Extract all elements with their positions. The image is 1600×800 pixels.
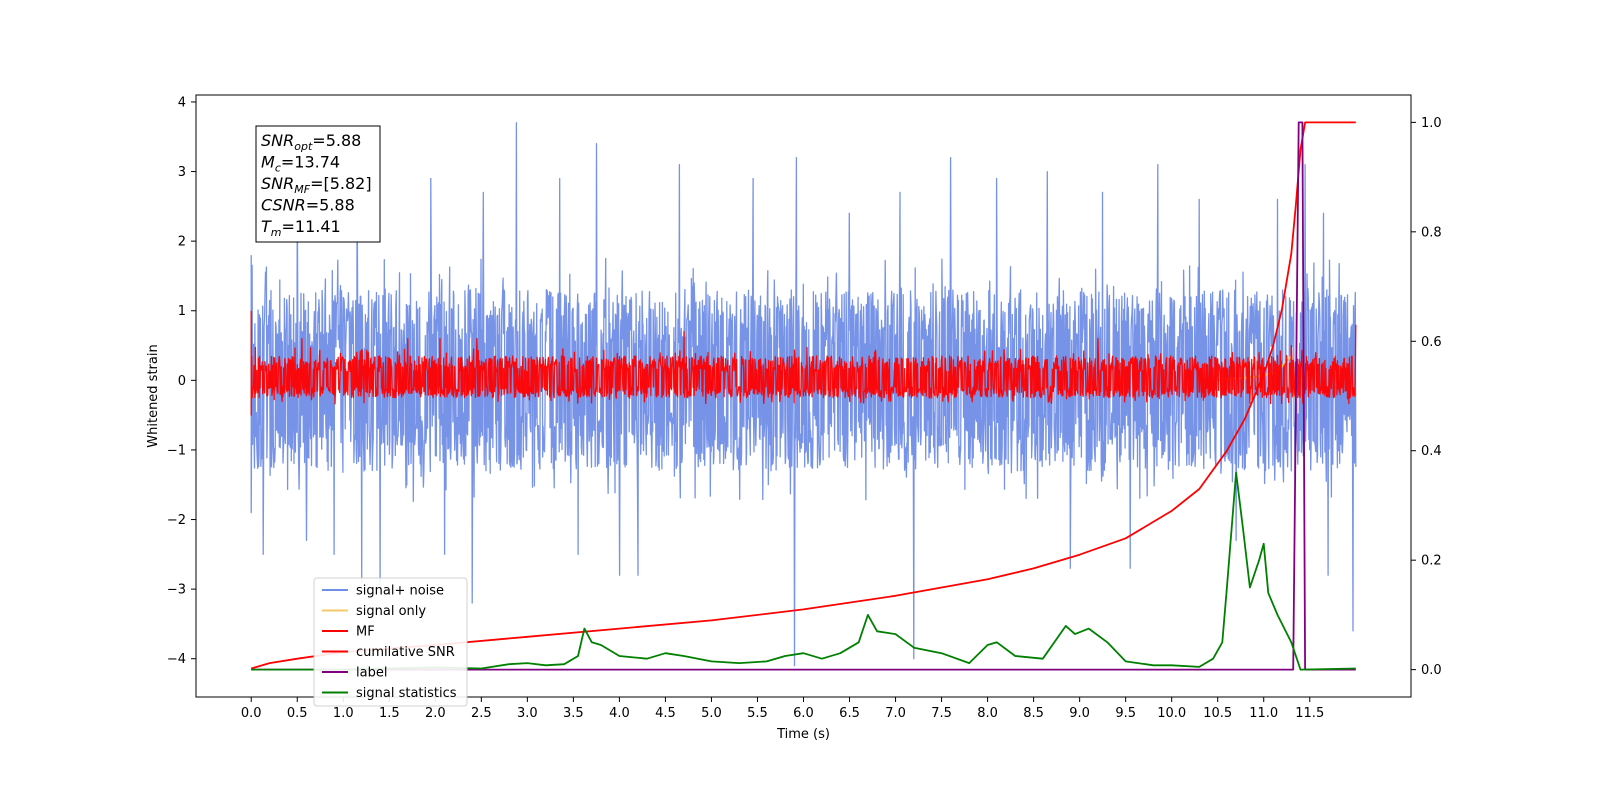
x-tick-label: 10.0 [1157,706,1186,721]
y-tick-label: −1 [167,443,186,458]
legend-label: signal only [356,604,426,619]
legend-label: cumilative SNR [356,645,455,660]
series-signal-noise [250,122,1357,667]
y-right-tick-label: 0.0 [1421,663,1442,678]
x-tick-label: 3.5 [563,706,584,721]
annotation-line: SNRopt=5.88 [261,131,361,153]
x-tick-label: 9.0 [1069,706,1090,721]
y-right-tick-label: 1.0 [1421,116,1442,131]
y-right-tick-label: 0.6 [1421,335,1442,350]
y-tick-label: 1 [178,304,186,319]
legend-item-cumilative-snr: cumilative SNR [322,645,455,660]
x-tick-label: 4.0 [609,706,630,721]
x-tick-label: 4.5 [655,706,676,721]
y-tick-label: 2 [178,235,186,250]
annotation-line: Tm=11.41 [261,217,341,239]
x-tick-label: 7.5 [931,706,952,721]
x-tick-label: 7.0 [885,706,906,721]
x-tick-label: 9.5 [1115,706,1136,721]
legend-item-signal-noise: signal+ noise [322,584,444,599]
x-tick-label: 6.0 [793,706,814,721]
x-tick-label: 11.0 [1249,706,1278,721]
legend-item-label: label [322,666,387,681]
x-tick-label: 10.5 [1203,706,1232,721]
annotation-line: CSNR=5.88 [261,196,355,215]
legend-item-signal-only: signal only [322,604,426,619]
x-tick-label: 1.0 [333,706,354,721]
annotation-frame [255,125,381,243]
legend-label: label [356,666,387,681]
x-tick-label: 6.5 [839,706,860,721]
y-tick-label: 3 [178,165,186,180]
y-tick-label: −3 [167,583,186,598]
series-mf [250,310,1357,416]
legend-item-signal-statistics: signal statistics [322,686,457,701]
legend-label: signal+ noise [356,584,444,599]
y-right-tick-label: 0.2 [1421,554,1442,569]
x-axis-label: Time (s) [776,727,830,742]
y-axis-label: Whitened strain [146,344,161,447]
y-tick-label: 4 [178,95,186,110]
y-tick-label: 0 [178,374,186,389]
x-tick-label: 1.5 [379,706,400,721]
legend-item-mf: MF [322,625,375,640]
y-tick-label: −4 [167,652,186,667]
x-tick-label: 3.0 [517,706,538,721]
x-tick-label: 11.5 [1295,706,1324,721]
annotation-line: Mc=13.74 [261,153,340,175]
y-right-tick-label: 0.8 [1421,225,1442,240]
annotation-line: SNRMF=[5.82] [261,174,372,196]
annotation-box: SNRopt=5.88Mc=13.74SNRMF=[5.82]CSNR=5.88… [255,125,381,243]
legend-frame [313,577,468,707]
legend: signal+ noise signal only MF cumilative SNR… [313,577,468,707]
x-tick-label: 0.0 [241,706,262,721]
x-tick-label: 2.0 [425,706,446,721]
x-tick-label: 2.5 [471,706,492,721]
x-tick-label: 0.5 [287,706,308,721]
x-tick-label: 5.5 [747,706,768,721]
x-tick-label: 8.5 [1023,706,1044,721]
axes: 0.0 0.5 1.0 1.5 2.0 2.5 3.0 3.5 4.0 4.5 5.0 5.5 6.0 6… [146,94,1442,742]
y-right-tick-label: 0.4 [1421,444,1442,459]
legend-label: MF [356,625,375,640]
series-signal-statistics [251,471,1356,671]
y-tick-label: −2 [167,513,186,528]
x-tick-label: 5.0 [701,706,722,721]
legend-label: signal statistics [356,686,457,701]
x-tick-label: 8.0 [977,706,998,721]
